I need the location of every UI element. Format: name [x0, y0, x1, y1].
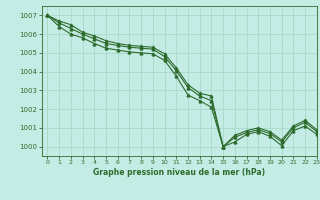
X-axis label: Graphe pression niveau de la mer (hPa): Graphe pression niveau de la mer (hPa) [93, 168, 265, 177]
